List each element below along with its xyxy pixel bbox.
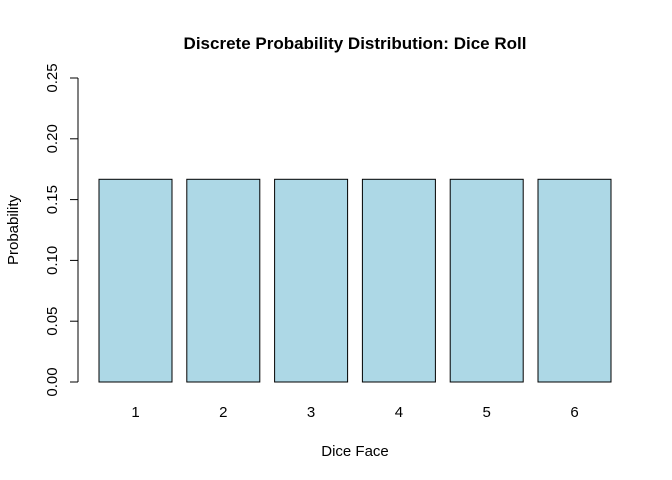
x-tick-label: 1 [131,404,139,421]
x-tick-labels: 1 2 3 4 5 6 [131,404,578,421]
x-tick-label: 4 [395,404,403,421]
x-tick-label: 2 [219,404,227,421]
bar-6 [537,178,612,383]
x-axis-label: Dice Face [321,443,389,460]
bar-3 [274,178,349,383]
y-axis-label: Probability [5,194,22,265]
bar-2 [186,178,261,383]
y-tick-label: 0.10 [44,246,61,275]
y-tick-label: 0.25 [44,63,61,92]
y-tick-label: 0.05 [44,307,61,336]
bar-5 [449,178,524,383]
y-tick-label: 0.15 [44,185,61,214]
bar-1 [98,178,173,383]
x-tick-label: 3 [307,404,315,421]
y-tick-label: 0.00 [44,367,61,396]
chart-title: Discrete Probability Distribution: Dice … [184,34,527,53]
y-axis: 0.00 0.05 0.10 0.15 0.20 0.25 [44,63,79,397]
x-tick-label: 5 [483,404,491,421]
bars [98,178,612,383]
x-tick-label: 6 [570,404,578,421]
bar-4 [361,178,436,383]
y-tick-label: 0.20 [44,124,61,153]
